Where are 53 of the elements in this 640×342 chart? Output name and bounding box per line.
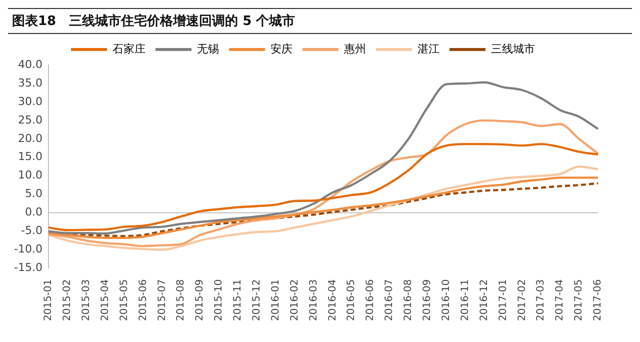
x-tick-label: 2016-02 [289, 279, 300, 322]
x-tick-label: 2016-06 [365, 279, 376, 322]
y-tick-label: 10.0 [18, 168, 42, 182]
y-tick-label: 25.0 [18, 113, 42, 126]
line-series [47, 119, 600, 248]
x-tick-label: 2017-01 [498, 279, 509, 322]
x-tick-label: 2015-10 [214, 279, 225, 322]
line-series [47, 166, 600, 251]
x-tick-label: 2015-02 [62, 279, 74, 322]
x-tick-label: 2016-09 [422, 279, 434, 322]
x-tick-label: 2017-03 [536, 279, 547, 322]
y-tick-label: 30.0 [18, 94, 42, 108]
x-tick-label: 2016-08 [403, 279, 414, 322]
x-tick-label: 2016-04 [327, 279, 338, 322]
y-tick-label: -5.0 [20, 224, 42, 238]
x-tick-label: 2016-05 [346, 279, 358, 322]
x-tick-label: 2017-02 [516, 279, 528, 322]
x-tick-label: 2016-10 [440, 279, 452, 322]
x-tick-label: 2016-11 [460, 279, 471, 322]
x-tick-label: 2015-08 [176, 279, 187, 322]
legend-label: 湛江 [418, 42, 440, 56]
legend-label: 惠州 [343, 42, 366, 56]
x-tick-label: 2015-09 [194, 279, 206, 322]
x-tick-label: 2015-11 [232, 279, 244, 322]
y-tick-label: 15.0 [18, 150, 42, 164]
y-tick-label: 20.0 [18, 132, 42, 145]
y-tick-label: 35.0 [18, 76, 42, 90]
x-tick-label: 2015-04 [100, 279, 111, 322]
y-tick-label: 5.0 [24, 187, 42, 200]
line-series [47, 142, 600, 232]
x-tick-label: 2015-07 [156, 279, 168, 322]
x-tick-label: 2015-06 [138, 279, 149, 322]
x-tick-label: 2016-07 [384, 279, 396, 322]
x-tick-label: 2015-12 [252, 279, 262, 322]
legend-label: 安庆 [270, 42, 292, 56]
x-tick-label: 2017-05 [574, 279, 585, 322]
y-tick-label: -10.0 [14, 242, 42, 256]
y-tick-label: 40.0 [18, 58, 42, 71]
chart-title: 图表18 三线城市住宅价格增速回调的 5 个城市 [8, 8, 632, 34]
x-tick-label: 2016-12 [478, 279, 490, 322]
x-tick-label: 2017-06 [592, 279, 604, 322]
legend-label: 石家庄 [112, 42, 146, 56]
x-tick-label: 2017-04 [554, 279, 566, 322]
legend-label: 无锡 [197, 42, 219, 56]
y-tick-label: -15.0 [14, 261, 42, 274]
x-tick-label: 2015-03 [80, 279, 92, 322]
x-tick-label: 2015-01 [43, 279, 54, 322]
x-tick-label: 2016-01 [270, 279, 282, 322]
x-tick-label: 2016-03 [308, 279, 320, 322]
y-tick-label: 0.0 [24, 206, 42, 219]
x-tick-label: 2015-05 [118, 279, 130, 322]
legend-label: 三线城市 [491, 42, 535, 56]
line-series [47, 81, 600, 235]
